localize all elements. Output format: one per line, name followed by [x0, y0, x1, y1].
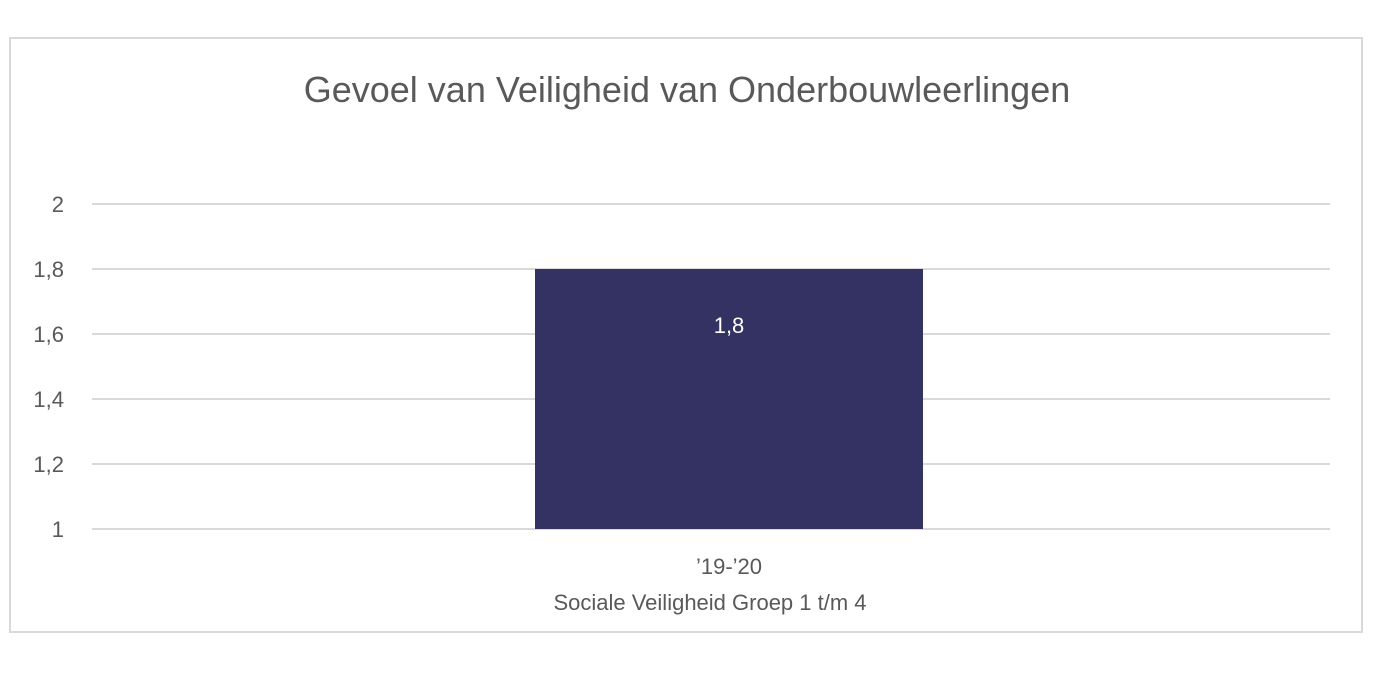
y-axis-ticks: 1 1,2 1,4 1,6 1,8 2	[33, 192, 64, 542]
y-tick-label: 1,6	[33, 322, 64, 347]
bar	[535, 269, 923, 529]
y-tick-label: 1	[52, 517, 64, 542]
bars	[535, 269, 923, 529]
bar-data-label: 1,8	[714, 313, 745, 338]
x-category-label: ’19-’20	[696, 554, 762, 579]
x-axis-group-label: Sociale Veiligheid Groep 1 t/m 4	[553, 590, 866, 615]
y-tick-label: 1,8	[33, 257, 64, 282]
chart-title: Gevoel van Veiligheid van Onderbouwleerl…	[304, 69, 1071, 110]
y-tick-label: 1,2	[33, 452, 64, 477]
data-labels: 1,8	[714, 313, 745, 338]
y-tick-label: 1,4	[33, 387, 64, 412]
x-axis-categories: ’19-’20	[696, 554, 762, 579]
y-tick-label: 2	[52, 192, 64, 217]
